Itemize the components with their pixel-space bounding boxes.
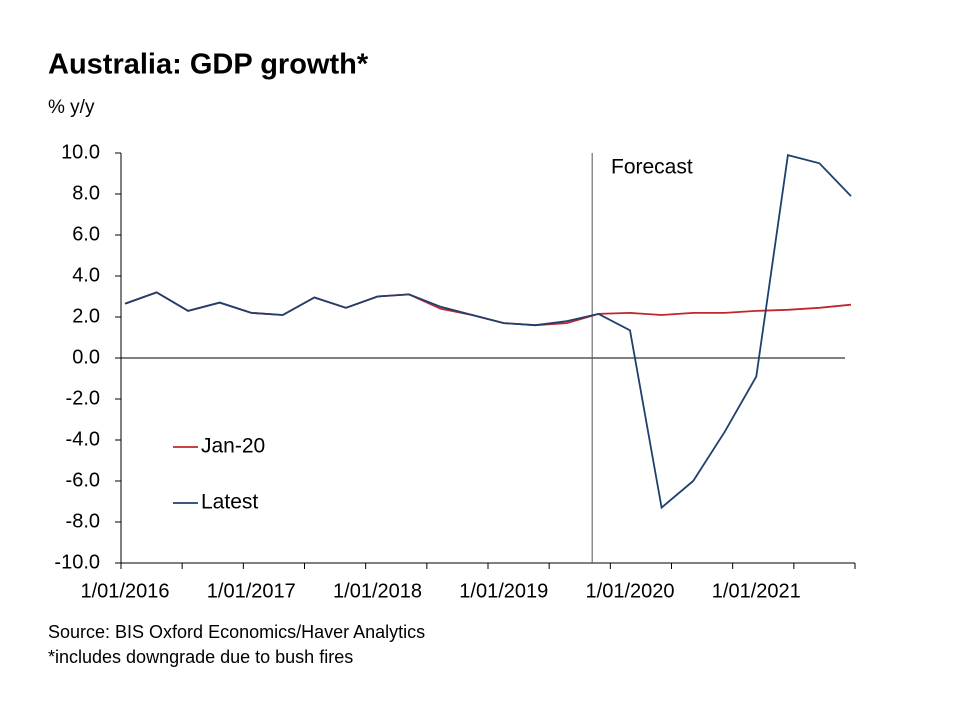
- x-tick-label: 1/01/2021: [712, 580, 801, 602]
- series-line: [124, 291, 852, 327]
- legend-label: Jan-20: [201, 435, 265, 458]
- y-tick-label: 10.0: [61, 141, 100, 163]
- x-tick-label: 1/01/2019: [459, 580, 548, 602]
- y-tick-label: -10.0: [54, 551, 100, 573]
- y-tick-label: -6.0: [66, 469, 100, 491]
- x-tick-label: 1/01/2017: [207, 580, 296, 602]
- x-tick-label: 1/01/2018: [333, 580, 422, 602]
- annotation: Forecast: [611, 156, 693, 179]
- y-tick-label: 0.0: [72, 346, 100, 368]
- source: Source: BIS Oxford Economics/Haver Analy…: [48, 622, 425, 642]
- y-tick-label: -4.0: [66, 428, 100, 450]
- x-tick-label: 1/01/2016: [81, 580, 170, 602]
- y-tick-label: 8.0: [72, 182, 100, 204]
- y-tick-label: 6.0: [72, 223, 100, 245]
- y-tick-label: -8.0: [66, 510, 100, 532]
- y-tick-label: -2.0: [66, 387, 100, 409]
- series-line: [124, 153, 852, 510]
- x-tick-label: 1/01/2020: [586, 580, 675, 602]
- chart-title: Australia: GDP growth*: [48, 49, 369, 81]
- footnote: *includes downgrade due to bush fires: [48, 647, 353, 667]
- legend-label: Latest: [201, 491, 258, 514]
- y-tick-label: 4.0: [72, 264, 100, 286]
- y-tick-label: 2.0: [72, 305, 100, 327]
- y-axis-label: % y/y: [48, 97, 95, 118]
